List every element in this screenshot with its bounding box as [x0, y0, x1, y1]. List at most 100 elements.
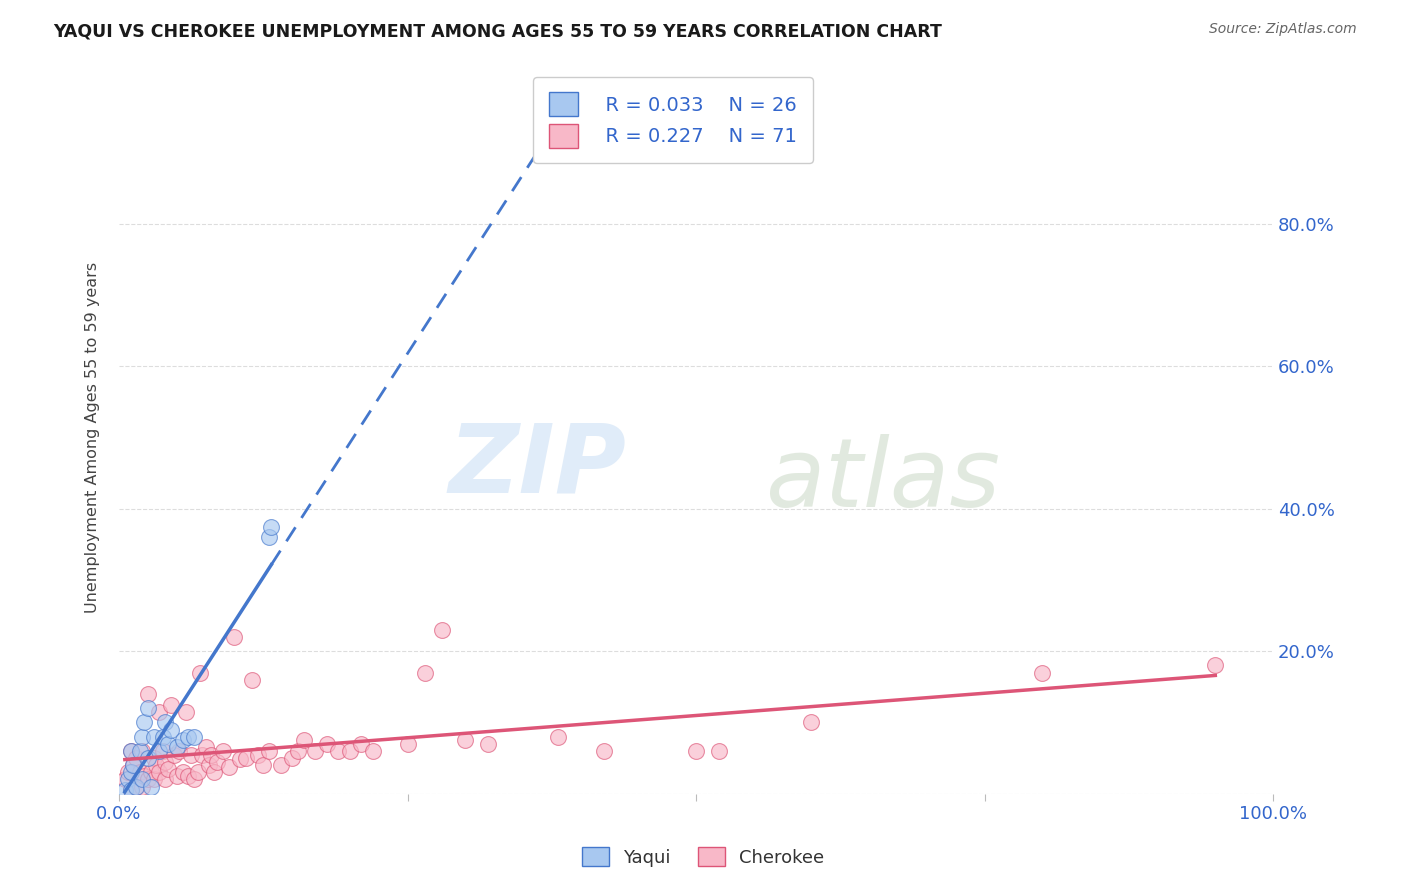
- Point: [257, 530, 280, 544]
- Point: [413, 665, 436, 680]
- Point: [141, 765, 163, 780]
- Point: [114, 772, 136, 787]
- Point: [202, 765, 225, 780]
- Text: Source: ZipAtlas.com: Source: ZipAtlas.com: [1209, 22, 1357, 37]
- Point: [180, 747, 202, 762]
- Text: YAQUI VS CHEROKEE UNEMPLOYMENT AMONG AGES 55 TO 59 YEARS CORRELATION CHART: YAQUI VS CHEROKEE UNEMPLOYMENT AMONG AGE…: [53, 22, 942, 40]
- Point: [229, 752, 252, 766]
- Point: [148, 744, 170, 758]
- Point: [117, 772, 139, 787]
- Point: [120, 744, 142, 758]
- Point: [145, 758, 167, 772]
- Point: [361, 744, 384, 758]
- Point: [167, 744, 190, 758]
- Point: [136, 772, 159, 787]
- Point: [155, 755, 177, 769]
- Point: [188, 665, 211, 680]
- Point: [131, 780, 153, 794]
- Point: [177, 769, 200, 783]
- Point: [339, 744, 361, 758]
- Point: [315, 737, 337, 751]
- Point: [152, 730, 174, 744]
- Point: [218, 759, 240, 773]
- Point: [252, 758, 274, 772]
- Y-axis label: Unemployment Among Ages 55 to 59 years: Unemployment Among Ages 55 to 59 years: [86, 262, 100, 613]
- Legend: Yaqui, Cherokee: Yaqui, Cherokee: [575, 840, 831, 874]
- Point: [160, 723, 183, 737]
- Point: [114, 783, 136, 797]
- Point: [1031, 665, 1053, 680]
- Point: [547, 730, 569, 744]
- Point: [148, 765, 170, 780]
- Legend:   R = 0.033    N = 26,   R = 0.227    N = 71: R = 0.033 N = 26, R = 0.227 N = 71: [533, 77, 813, 163]
- Point: [134, 715, 156, 730]
- Point: [136, 751, 159, 765]
- Point: [156, 762, 179, 776]
- Point: [200, 747, 222, 762]
- Point: [260, 519, 283, 533]
- Point: [685, 744, 707, 758]
- Point: [136, 687, 159, 701]
- Point: [1204, 658, 1226, 673]
- Point: [172, 733, 194, 747]
- Point: [122, 758, 145, 772]
- Point: [125, 780, 148, 794]
- Point: [120, 744, 142, 758]
- Text: ZIP: ZIP: [449, 419, 627, 513]
- Point: [131, 772, 153, 787]
- Point: [148, 705, 170, 719]
- Point: [155, 715, 177, 730]
- Point: [136, 701, 159, 715]
- Point: [246, 747, 269, 762]
- Point: [134, 769, 156, 783]
- Point: [194, 740, 217, 755]
- Point: [128, 744, 150, 758]
- Point: [212, 744, 235, 758]
- Point: [120, 783, 142, 797]
- Point: [205, 755, 228, 769]
- Text: atlas: atlas: [765, 434, 1000, 527]
- Point: [292, 733, 315, 747]
- Point: [235, 751, 257, 765]
- Point: [155, 772, 177, 787]
- Point: [454, 733, 477, 747]
- Point: [592, 744, 614, 758]
- Point: [270, 758, 292, 772]
- Point: [281, 751, 304, 765]
- Point: [800, 715, 823, 730]
- Point: [120, 783, 142, 797]
- Point: [183, 772, 205, 787]
- Point: [186, 765, 208, 780]
- Point: [174, 705, 197, 719]
- Point: [166, 769, 188, 783]
- Point: [142, 730, 165, 744]
- Point: [240, 673, 263, 687]
- Point: [131, 730, 153, 744]
- Point: [198, 758, 221, 772]
- Point: [131, 744, 153, 758]
- Point: [128, 765, 150, 780]
- Point: [152, 744, 174, 758]
- Point: [707, 744, 730, 758]
- Point: [172, 765, 194, 780]
- Point: [183, 730, 205, 744]
- Point: [142, 751, 165, 765]
- Point: [396, 737, 419, 751]
- Point: [120, 765, 142, 780]
- Point: [163, 747, 186, 762]
- Point: [304, 744, 326, 758]
- Point: [125, 780, 148, 794]
- Point: [191, 747, 214, 762]
- Point: [257, 744, 280, 758]
- Point: [122, 758, 145, 772]
- Point: [430, 623, 453, 637]
- Point: [160, 698, 183, 712]
- Point: [328, 744, 350, 758]
- Point: [125, 751, 148, 765]
- Point: [141, 780, 163, 794]
- Point: [142, 772, 165, 787]
- Point: [117, 765, 139, 780]
- Point: [287, 744, 309, 758]
- Point: [166, 740, 188, 755]
- Point: [350, 737, 373, 751]
